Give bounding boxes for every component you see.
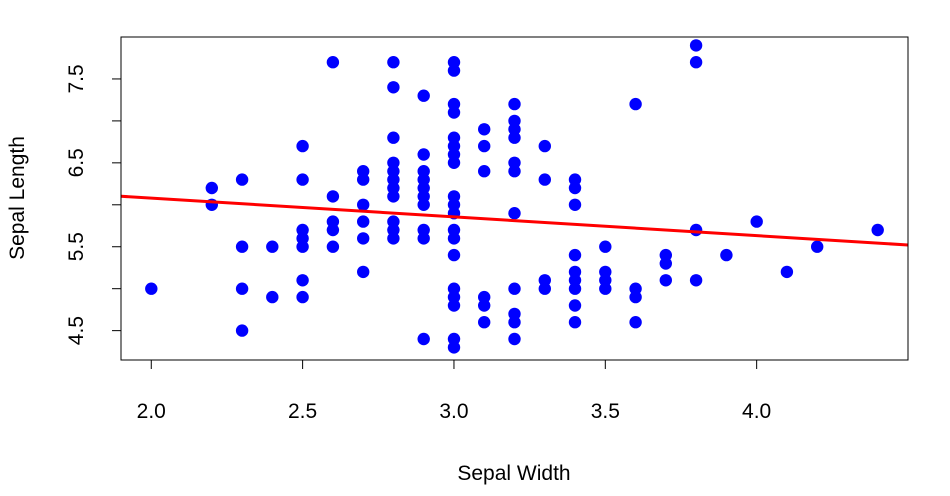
data-point (478, 316, 491, 329)
data-point (357, 215, 370, 228)
data-point (538, 282, 551, 295)
data-point (689, 39, 703, 52)
x-tick-label: 2.5 (288, 400, 317, 423)
data-point (417, 198, 430, 211)
trend-line (121, 194, 908, 247)
data-point (205, 181, 218, 195)
data-point (780, 265, 794, 279)
data-point (689, 274, 703, 287)
data-point (417, 332, 430, 346)
x-tick-label: 3.0 (439, 400, 468, 423)
data-point (326, 223, 340, 237)
data-point (508, 282, 521, 295)
data-point (568, 282, 582, 295)
data-point (568, 181, 582, 195)
data-point (478, 123, 491, 136)
data-point (629, 290, 642, 304)
data-point (357, 265, 370, 279)
data-point (235, 324, 249, 337)
trend-line-group (121, 194, 908, 247)
data-point (478, 139, 491, 153)
data-point (387, 131, 400, 144)
data-point (235, 240, 249, 253)
data-point (568, 198, 582, 211)
x-tick-label: 4.0 (742, 400, 771, 423)
data-point (538, 139, 551, 153)
data-point (478, 299, 491, 312)
data-point (871, 223, 884, 237)
data-point (447, 106, 461, 119)
data-point (417, 89, 430, 102)
data-point (689, 56, 703, 69)
x-axis: 2.0 2.5 3.0 3.5 4.0 (137, 359, 771, 423)
data-point (538, 173, 551, 186)
data-point (659, 274, 672, 287)
data-point (235, 173, 249, 186)
data-point (296, 139, 309, 153)
data-point (508, 97, 521, 111)
y-tick-label: 5.5 (65, 232, 88, 261)
data-point (417, 232, 430, 245)
data-point (447, 156, 461, 169)
data-point (266, 290, 279, 304)
data-point (387, 56, 400, 69)
data-point (447, 299, 461, 312)
data-point (326, 56, 340, 69)
data-point (689, 223, 703, 237)
data-point (599, 282, 612, 295)
y-tick-label: 4.5 (65, 316, 88, 345)
data-point (508, 207, 521, 220)
x-axis-label: Sepal Width (457, 462, 570, 485)
data-point (750, 215, 763, 228)
y-axis-label: Sepal Length (6, 136, 29, 260)
data-point (599, 240, 612, 253)
y-tick-label: 7.5 (65, 64, 88, 93)
data-point (508, 332, 521, 346)
data-point (357, 173, 370, 186)
data-point (568, 316, 582, 329)
data-point (720, 248, 733, 262)
data-point (629, 316, 642, 329)
data-points (145, 39, 884, 354)
data-point (659, 257, 672, 270)
data-point (326, 190, 340, 203)
y-tick-label: 6.5 (65, 148, 88, 177)
data-point (447, 64, 461, 77)
data-point (387, 232, 400, 245)
data-point (629, 97, 642, 111)
data-point (447, 248, 461, 262)
data-point (296, 173, 309, 186)
data-point (235, 282, 249, 295)
data-point (447, 232, 461, 245)
data-point (296, 240, 309, 253)
data-point (417, 148, 430, 161)
data-point (447, 341, 461, 354)
y-axis: 4.5 5.5 6.5 7.5 (65, 64, 122, 345)
data-point (568, 299, 582, 312)
data-point (296, 274, 309, 287)
data-point (357, 198, 370, 211)
data-point (568, 248, 582, 262)
data-point (811, 240, 824, 253)
data-point (326, 240, 340, 253)
data-point (508, 316, 521, 329)
data-point (145, 282, 158, 295)
data-point (296, 290, 309, 304)
x-tick-label: 3.5 (591, 400, 620, 423)
data-point (508, 131, 521, 144)
data-point (387, 190, 400, 203)
data-point (387, 81, 400, 94)
x-tick-label: 2.0 (137, 400, 166, 423)
data-point (357, 232, 370, 245)
data-point (266, 240, 279, 253)
data-point (508, 165, 521, 178)
data-point (478, 165, 491, 178)
